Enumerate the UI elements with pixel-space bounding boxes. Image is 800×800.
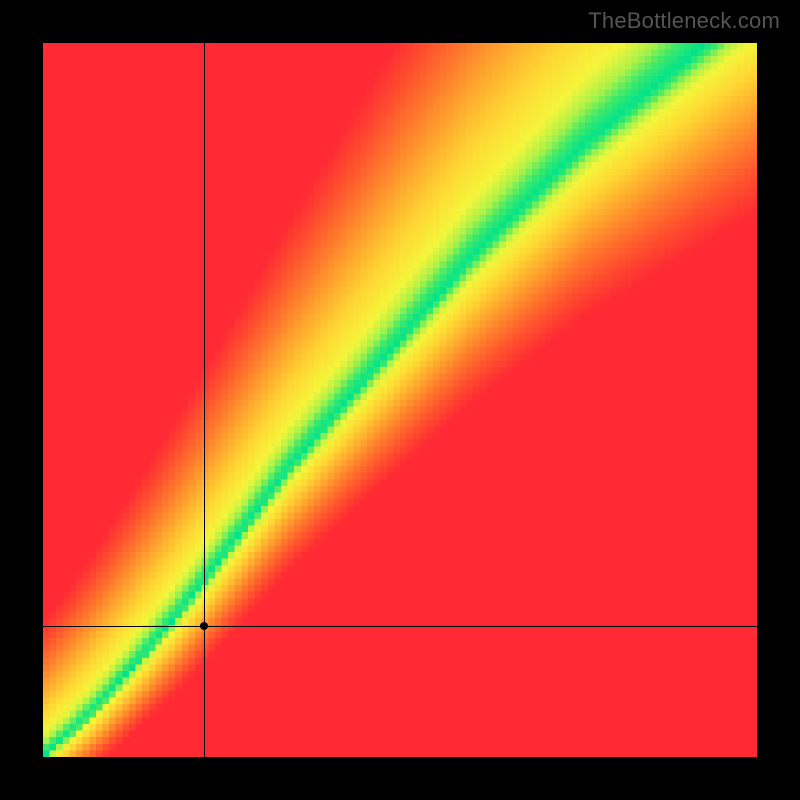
crosshair-dot [200,622,208,630]
bottleneck-heatmap [43,43,757,757]
heatmap-canvas [43,43,757,757]
chart-frame: TheBottleneck.com [0,0,800,800]
crosshair-horizontal [43,626,757,627]
watermark-text: TheBottleneck.com [588,8,780,34]
crosshair-vertical [204,43,205,757]
